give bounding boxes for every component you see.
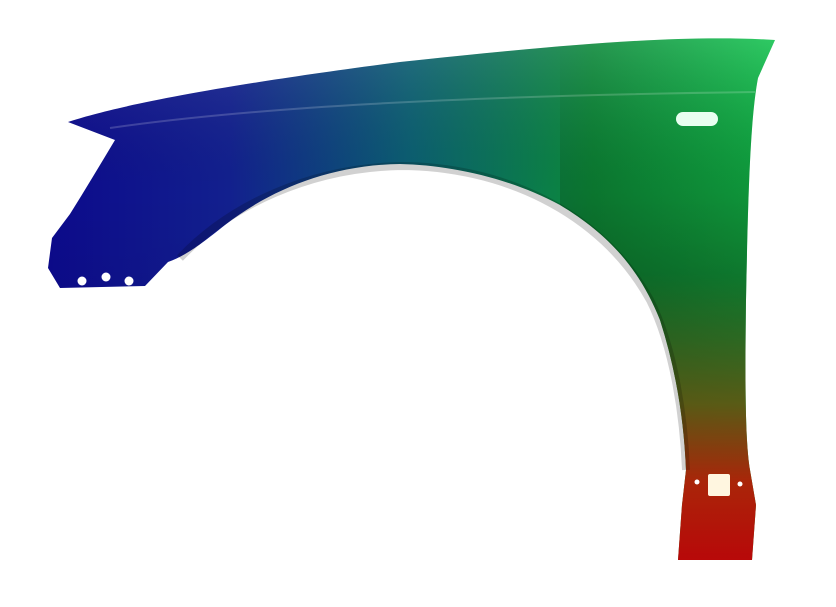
mount-hole <box>77 276 87 286</box>
bracket-hole <box>737 481 743 487</box>
fender-surface-shading <box>48 38 775 560</box>
bracket-hole <box>694 479 700 485</box>
mount-hole <box>124 276 134 286</box>
side-marker-slot <box>676 112 718 126</box>
fender-crease-line <box>109 91 756 129</box>
mount-bracket-hole <box>708 474 730 496</box>
wheel-arch-lip <box>177 161 690 471</box>
mount-hole <box>101 272 111 282</box>
